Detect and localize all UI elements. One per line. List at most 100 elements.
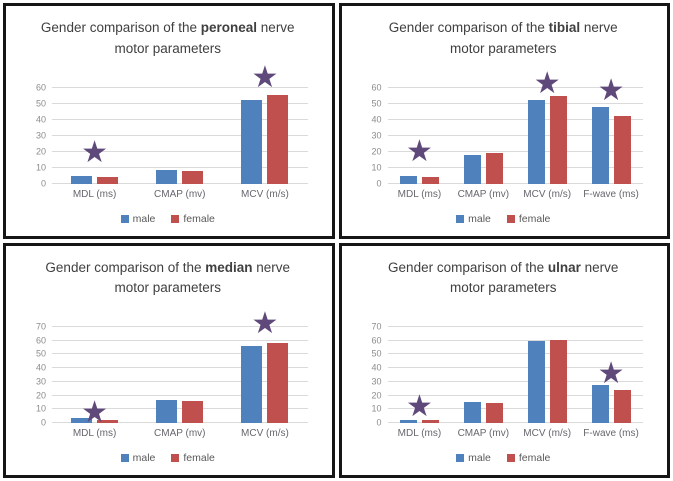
category-slot: [451, 88, 515, 184]
y-tick-label: 0: [40, 417, 46, 428]
legend-female-swatch-icon: [171, 214, 180, 223]
plot-area: 0 10 20 30 40 50 60 70 ★ ★: [371, 322, 643, 427]
y-tick-label: 20: [35, 390, 46, 401]
title-text: nerve motor parameters: [114, 259, 291, 296]
bar-male: [71, 176, 93, 184]
legend-item-female: female: [506, 213, 550, 225]
y-tick-label: 30: [371, 376, 382, 387]
category-slot: [515, 88, 579, 184]
legend-label: male: [132, 452, 156, 464]
bar-male: [156, 399, 178, 423]
title-nerve-name: ulnar: [547, 259, 581, 275]
x-labels: MDL (ms) CMAP (mv) MCV (m/s) F-wave (ms): [388, 428, 644, 439]
gridline: [52, 380, 308, 382]
gridline: [52, 134, 308, 136]
title-nerve-name: peroneal: [200, 20, 258, 35]
x-category-label: CMAP (mv): [457, 428, 510, 439]
x-category-label: MCV (m/s): [241, 188, 289, 200]
title-text: Gender comparison of the: [40, 20, 201, 35]
significance-star-icon: ★: [251, 60, 279, 94]
chart-body: 0 10 20 30 40 50 60 70 ★ ★ MDL (ms) CMAP (mv) MCV (…: [350, 299, 658, 471]
significance-star-icon: ★: [533, 67, 561, 101]
gridline: [387, 367, 643, 369]
y-tick-label: 10: [35, 162, 46, 172]
bar-female: [549, 340, 567, 423]
legend-label: male: [132, 212, 156, 225]
x-labels: MDL (ms) CMAP (mv) MCV (m/s) F-wave (ms): [388, 189, 644, 200]
y-tick-label: 10: [371, 162, 382, 172]
significance-star-icon: ★: [251, 307, 279, 341]
gridline: [52, 150, 308, 152]
legend-item-male: male: [456, 452, 491, 464]
chart-title: Gender comparison of the tibial nerve mo…: [371, 18, 635, 60]
chart-title: Gender comparison of the median nerve mo…: [36, 258, 300, 300]
plot-area: 0 10 20 30 40 50 60 ★ ★ ★: [371, 69, 643, 188]
category-slot: [451, 327, 515, 423]
significance-star-icon: ★: [81, 136, 109, 170]
category-slot: [137, 327, 222, 423]
chart-peroneal: Gender comparison of the peroneal nerve …: [3, 3, 335, 239]
legend-male-swatch-icon: [456, 454, 465, 462]
bar-male: [399, 176, 417, 184]
gridline: [52, 182, 308, 184]
bar-male: [591, 106, 609, 184]
y-tick-label: 40: [35, 114, 46, 124]
bar-female: [485, 153, 503, 184]
x-category-label: F-wave (ms): [583, 428, 639, 439]
chart-ulnar: Gender comparison of the ulnar nerve mot…: [338, 242, 670, 478]
legend-label: male: [468, 452, 491, 464]
gridline: [387, 166, 643, 168]
gridline: [387, 380, 643, 382]
gridline: [387, 326, 643, 327]
category-slot: [579, 327, 643, 423]
y-tick-label: 50: [35, 348, 46, 359]
gridline: [52, 422, 308, 423]
chart-body: 0 10 20 30 40 50 60 ★ ★ MDL (ms) CMAP (mv) MCV (m/…: [14, 60, 322, 232]
y-tick-label: 10: [371, 403, 382, 414]
bar-male: [156, 169, 178, 184]
bar-female: [182, 401, 204, 423]
gridline: [52, 166, 308, 168]
y-tick-label: 30: [35, 376, 46, 387]
y-tick-label: 40: [371, 114, 382, 124]
legend-label: female: [183, 452, 215, 464]
bar-female: [421, 177, 439, 184]
bar-male: [527, 340, 545, 423]
bar-female: [421, 419, 439, 423]
chart-title: Gender comparison of the ulnar nerve mot…: [371, 258, 635, 300]
y-tick-label: 30: [35, 130, 46, 140]
gridline: [52, 326, 308, 327]
y-tick-label: 10: [35, 403, 46, 414]
category-slot: [388, 88, 452, 184]
bar-female: [485, 403, 503, 423]
bar-male: [463, 154, 481, 184]
legend-female-swatch-icon: [506, 214, 515, 223]
legend-male-swatch-icon: [120, 214, 129, 223]
bar-male: [399, 419, 417, 423]
gridline: [52, 353, 308, 355]
title-text: Gender comparison of the: [388, 259, 548, 275]
legend-item-female: female: [506, 452, 550, 464]
gridline: [387, 134, 643, 136]
title-text: nerve motor parameters: [114, 20, 295, 56]
bar-male: [241, 345, 263, 423]
legend-item-male: male: [120, 452, 156, 464]
y-tick-label: 60: [371, 335, 382, 346]
category-slot: [222, 88, 307, 184]
x-category-label: CMAP (mv): [457, 188, 510, 200]
y-tick-label: 40: [371, 362, 382, 373]
gridline: [52, 118, 308, 120]
gridline: [387, 118, 643, 120]
chart-title: Gender comparison of the peroneal nerve …: [36, 18, 300, 60]
category-slot: [388, 327, 452, 423]
gridline: [387, 394, 643, 396]
category-slot: [579, 88, 643, 184]
x-category-label: MCV (m/s): [523, 188, 572, 200]
y-tick-label: 30: [371, 130, 382, 140]
category-slot: [137, 88, 222, 184]
y-tick-label: 50: [371, 98, 382, 108]
x-category-label: MCV (m/s): [241, 428, 289, 439]
y-tick-label: 70: [371, 321, 382, 332]
x-category-label: MDL (ms): [72, 188, 117, 200]
legend-item-male: male: [120, 212, 156, 225]
